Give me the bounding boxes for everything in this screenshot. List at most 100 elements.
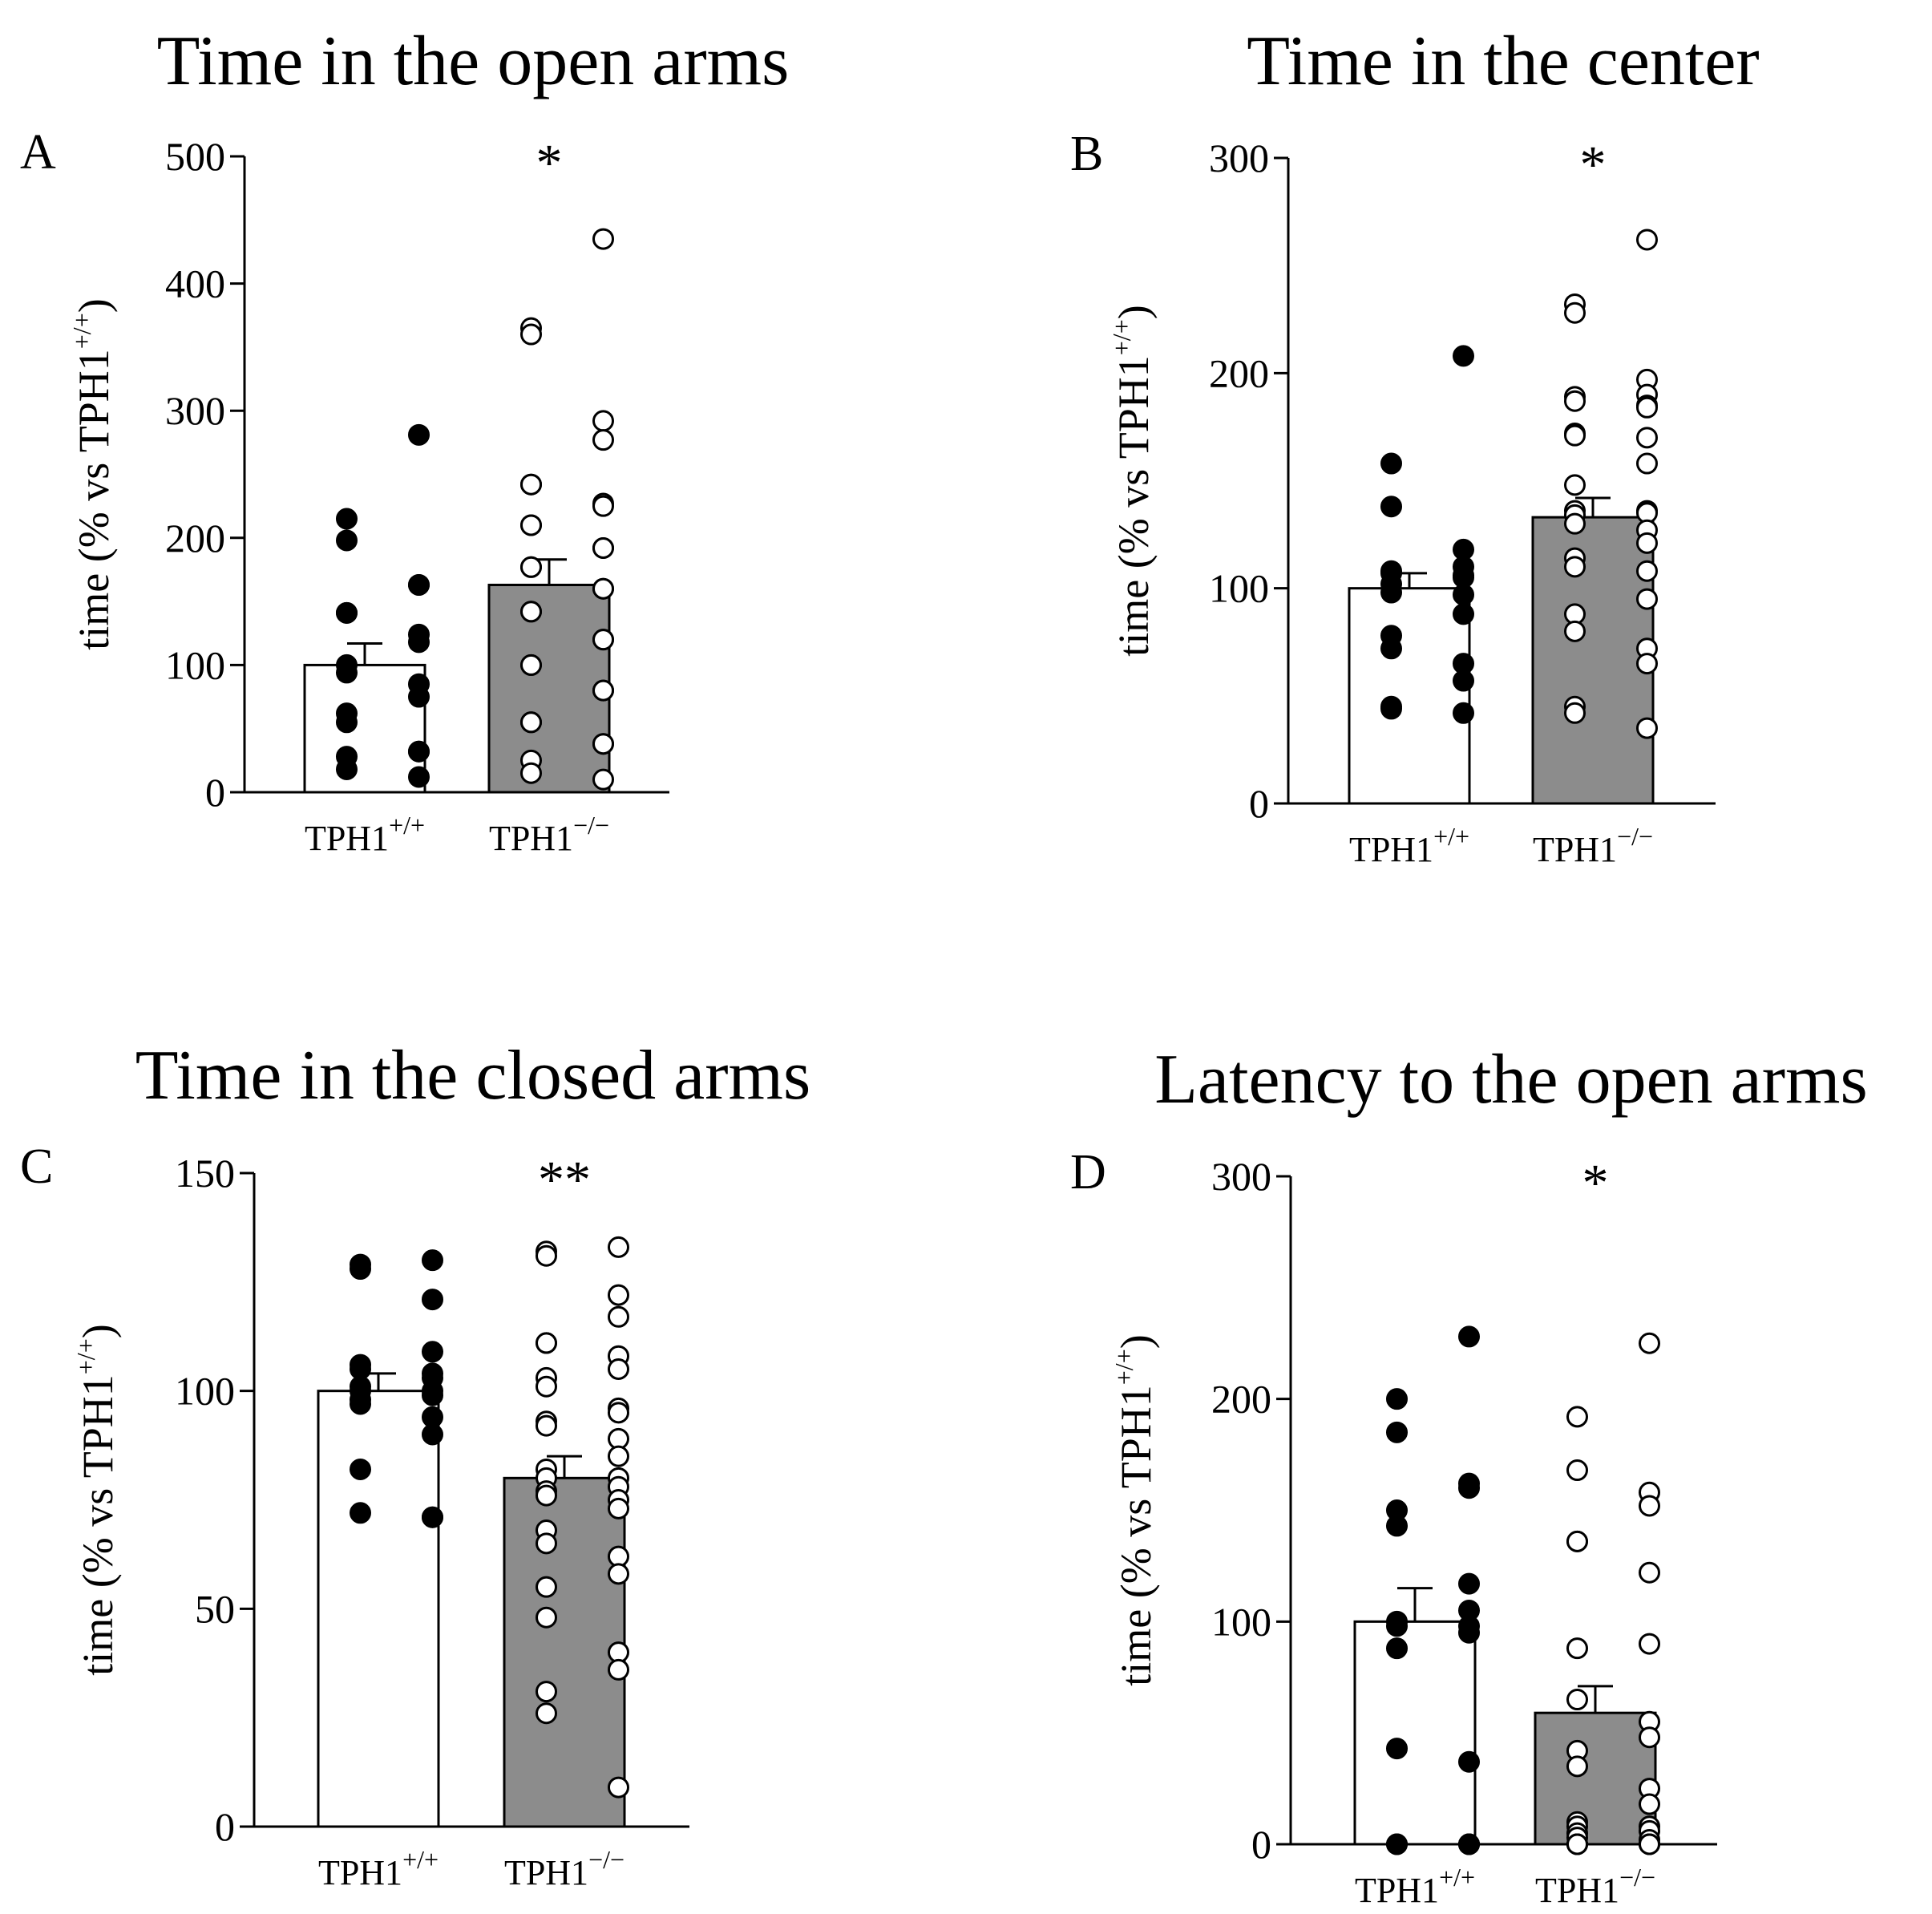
- y-tick-label: 500: [165, 134, 225, 179]
- data-point: [536, 1576, 557, 1598]
- data-point: [1636, 653, 1658, 675]
- data-point: [1636, 560, 1658, 582]
- data-point: [1636, 588, 1658, 610]
- data-point: [592, 228, 614, 250]
- data-point: [1566, 1530, 1588, 1552]
- data-point: [608, 1658, 629, 1681]
- data-point: [592, 577, 614, 600]
- chart-title: Time in the center: [1247, 22, 1760, 100]
- data-point: [1386, 1515, 1408, 1537]
- data-point: [1458, 1833, 1480, 1855]
- data-point: [1458, 1750, 1480, 1773]
- data-point: [520, 654, 542, 676]
- data-point: [1636, 229, 1658, 251]
- y-tick-label: 100: [1209, 566, 1269, 611]
- y-tick-label: 300: [1211, 1154, 1271, 1199]
- data-point: [1453, 670, 1474, 692]
- y-tick-label: 0: [1249, 781, 1269, 826]
- data-point: [1386, 1637, 1408, 1660]
- data-point: [536, 1414, 557, 1437]
- data-point: [608, 1236, 629, 1258]
- chart-title: Latency to the open arms: [1154, 1041, 1867, 1119]
- y-axis-label: time (% vs TPH1+/+): [1107, 305, 1158, 656]
- data-point: [1566, 1637, 1588, 1660]
- y-tick-label: 300: [165, 388, 225, 433]
- category-label: TPH1+/+: [1349, 822, 1469, 869]
- y-tick-label: 200: [1211, 1377, 1271, 1422]
- y-axis-label: time (% vs TPH1+/+): [1109, 1334, 1160, 1685]
- data-point: [608, 1497, 629, 1519]
- data-point: [1564, 512, 1586, 535]
- data-point: [592, 629, 614, 651]
- data-point: [336, 662, 358, 684]
- panel-letter: D: [1070, 1145, 1106, 1200]
- data-point: [520, 601, 542, 623]
- data-point: [1636, 532, 1658, 554]
- data-point: [350, 1393, 371, 1415]
- data-point: [592, 536, 614, 559]
- data-point: [608, 1445, 629, 1467]
- data-point: [1386, 1738, 1408, 1760]
- data-point: [608, 1358, 629, 1380]
- y-tick-label: 0: [215, 1804, 235, 1849]
- data-point: [536, 1375, 557, 1398]
- y-tick-label: 100: [175, 1369, 235, 1414]
- data-point: [422, 1289, 443, 1311]
- data-point: [1639, 1495, 1660, 1517]
- bar-knockout: [1531, 516, 1655, 805]
- data-point: [1453, 702, 1474, 724]
- data-point: [520, 711, 542, 734]
- bar-wildtype: [317, 1390, 440, 1828]
- data-point: [350, 1258, 371, 1281]
- data-point: [520, 556, 542, 578]
- bar-knockout: [1534, 1711, 1657, 1846]
- data-point: [608, 1402, 629, 1424]
- data-point: [1639, 1561, 1660, 1584]
- data-point: [536, 1681, 557, 1703]
- chart-title: Time in the open arms: [157, 22, 790, 100]
- data-point: [408, 573, 430, 596]
- data-point: [1453, 584, 1474, 606]
- data-point: [422, 1384, 443, 1406]
- data-point: [1386, 1388, 1408, 1410]
- significance-marker: *: [1582, 1154, 1609, 1212]
- data-point: [536, 1332, 557, 1354]
- data-point: [350, 1458, 371, 1480]
- data-point: [1564, 474, 1586, 496]
- category-label: TPH1−/−: [504, 1845, 624, 1892]
- data-point: [422, 1249, 443, 1272]
- category-label: TPH1−/−: [1535, 1863, 1655, 1910]
- data-point: [536, 1532, 557, 1555]
- panel-letter: A: [20, 125, 56, 180]
- y-tick-label: 400: [165, 261, 225, 306]
- panel-letter: C: [20, 1139, 53, 1194]
- data-point: [536, 1702, 557, 1725]
- data-point: [1564, 556, 1586, 578]
- data-point: [520, 762, 542, 784]
- category-label: TPH1+/+: [305, 811, 425, 858]
- significance-marker: *: [536, 134, 563, 192]
- y-axis-label: time (% vs TPH1+/+): [71, 1324, 122, 1675]
- category-label: TPH1−/−: [1533, 822, 1653, 869]
- data-point: [336, 508, 358, 530]
- data-point: [408, 686, 430, 708]
- y-tick-label: 100: [1211, 1599, 1271, 1644]
- y-tick-label: 150: [175, 1151, 235, 1196]
- data-point: [336, 758, 358, 780]
- data-point: [1564, 620, 1586, 642]
- data-point: [1564, 702, 1586, 724]
- data-point: [536, 1244, 557, 1267]
- data-point: [1458, 1572, 1480, 1595]
- data-point: [1453, 603, 1474, 625]
- data-point: [336, 711, 358, 734]
- data-point: [520, 323, 542, 346]
- data-point: [592, 429, 614, 451]
- y-axis-label: time (% vs TPH1+/+): [67, 298, 118, 649]
- data-point: [1453, 345, 1474, 367]
- data-point: [1566, 1406, 1588, 1428]
- bar-wildtype: [303, 663, 426, 794]
